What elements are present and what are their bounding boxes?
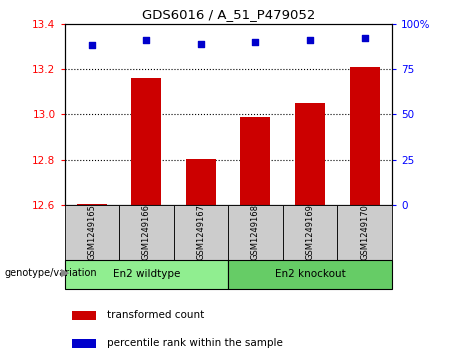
Point	[252, 39, 259, 45]
Text: ▶: ▶	[61, 268, 69, 278]
Point	[306, 37, 313, 43]
Bar	[295, 103, 325, 205]
Bar	[72, 311, 96, 320]
Text: genotype/variation: genotype/variation	[5, 268, 97, 278]
Bar	[228, 205, 283, 260]
Text: En2 knockout: En2 knockout	[275, 269, 345, 279]
Bar	[65, 205, 119, 260]
Bar	[77, 204, 107, 205]
Text: GSM1249166: GSM1249166	[142, 204, 151, 260]
Bar	[65, 260, 228, 289]
Point	[142, 37, 150, 43]
Text: GSM1249170: GSM1249170	[360, 204, 369, 260]
Bar	[72, 339, 96, 348]
Title: GDS6016 / A_51_P479052: GDS6016 / A_51_P479052	[142, 8, 315, 21]
Point	[88, 42, 95, 48]
Bar	[228, 260, 392, 289]
Text: GSM1249169: GSM1249169	[306, 204, 314, 260]
Point	[197, 41, 205, 46]
Bar	[119, 205, 174, 260]
Text: GSM1249168: GSM1249168	[251, 204, 260, 260]
Bar	[174, 205, 228, 260]
Text: GSM1249165: GSM1249165	[87, 204, 96, 260]
Text: En2 wildtype: En2 wildtype	[112, 269, 180, 279]
Bar	[349, 67, 379, 205]
Bar	[131, 78, 161, 205]
Point	[361, 35, 368, 41]
Bar	[337, 205, 392, 260]
Bar	[283, 205, 337, 260]
Bar	[241, 117, 271, 205]
Text: transformed count: transformed count	[107, 310, 204, 321]
Bar	[186, 159, 216, 205]
Text: GSM1249167: GSM1249167	[196, 204, 206, 260]
Text: percentile rank within the sample: percentile rank within the sample	[107, 338, 283, 348]
